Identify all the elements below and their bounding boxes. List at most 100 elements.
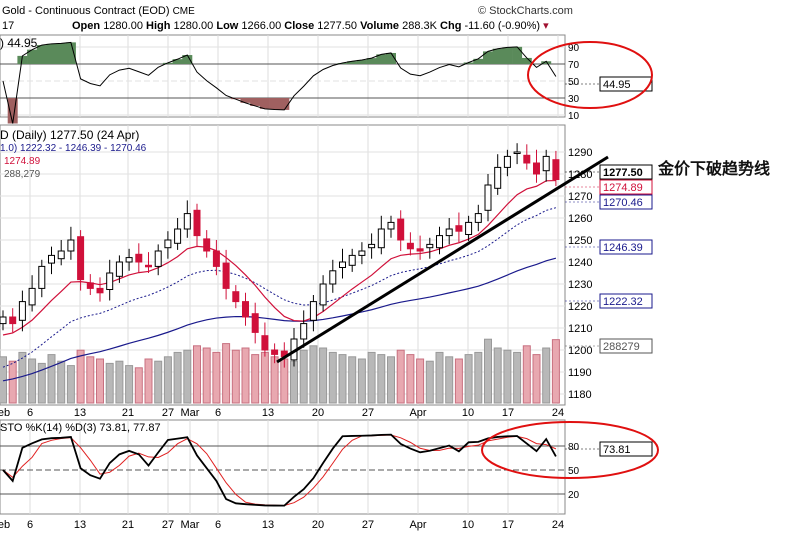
candle-body [212, 250, 220, 267]
candle-body [300, 323, 308, 340]
down-arrow-icon: ▾ [543, 20, 549, 32]
candle-body [242, 301, 249, 318]
volume-bar [18, 351, 27, 404]
ema-line [2, 179, 556, 336]
candle-body [494, 166, 502, 189]
stoch-tick-label: 20 [568, 490, 580, 501]
price-tick-label: 1240 [568, 257, 592, 269]
volume-bar [86, 356, 95, 404]
volume-bar [270, 356, 279, 404]
x-tick-label: Apr [409, 407, 426, 419]
volume-bar [406, 354, 415, 404]
x-tick-label: 17 [502, 407, 514, 419]
candle-body [145, 264, 152, 268]
open-label: Open [72, 20, 101, 32]
chart-title: Gold - Continuous Contract (EOD) [2, 5, 170, 17]
candle-body [474, 213, 482, 223]
x-tick-label-bottom: 24 [552, 519, 564, 531]
volume-label: Volume [360, 20, 400, 32]
rsi-tick-label: 30 [568, 94, 580, 105]
volume-bar [144, 358, 153, 404]
volume-bar [163, 356, 172, 404]
candle-body [465, 221, 473, 235]
panel-frame-0 [0, 34, 566, 118]
candle-body [232, 291, 240, 303]
annotation-text: 金价下破趋势线 [658, 161, 771, 178]
volume-bar [454, 358, 463, 404]
candle-body [86, 282, 94, 289]
candle-body [28, 287, 36, 306]
candle-body [135, 253, 143, 263]
trendline [276, 155, 609, 364]
candle-body [368, 243, 376, 249]
price-tick-label: 1220 [568, 301, 592, 313]
candle-body [406, 242, 414, 250]
title-row: Gold - Continuous Contract (EOD) CME [2, 5, 195, 18]
candle-body [387, 221, 395, 230]
candle-body [523, 154, 531, 164]
sma-slow-line [2, 257, 557, 382]
candle-body [174, 228, 182, 244]
high-value: 1280.00 [173, 20, 214, 32]
candle-body [18, 301, 26, 321]
x-tick-label-bottom: 27 [162, 519, 174, 531]
x-tick-label: 6 [27, 407, 33, 419]
volume-bar [503, 349, 512, 404]
chg-value: -11.60 (-0.90%) [464, 20, 541, 32]
candle-body [455, 225, 463, 232]
candle-body [436, 235, 443, 249]
volume-bar [445, 356, 454, 404]
candle-body [348, 254, 356, 266]
candle-body [329, 270, 337, 285]
volume-bar [57, 360, 66, 404]
candle-body [533, 162, 540, 175]
candle-body [513, 151, 521, 154]
price-tick-label: 1200 [568, 345, 592, 357]
rsi-tag-box [599, 76, 653, 92]
volume-bar [319, 347, 328, 404]
volume-bar [222, 343, 231, 404]
volume-bar [338, 354, 347, 404]
volume-bar [387, 356, 395, 404]
candle-body [484, 184, 492, 211]
volume-bar [212, 351, 221, 404]
volume-bar [328, 351, 337, 404]
high-label: High [146, 20, 171, 32]
volume-bar [134, 367, 143, 404]
x-tick-label-bottom: 17 [502, 519, 514, 531]
volume-bar [309, 345, 318, 404]
candle-body [251, 313, 259, 333]
ma3-tag: 1222.32 [603, 296, 643, 308]
highlight-ellipse-stoch [481, 421, 659, 479]
ohlc-readout: Open 1280.00 High 1280.00 Low 1266.00 Cl… [72, 20, 549, 33]
x-tick-label: 10 [462, 407, 474, 419]
panel-frame-1 [0, 124, 566, 406]
x-tick-label-bottom: 13 [262, 519, 274, 531]
candle-body [319, 283, 327, 306]
rsi-tick-label: 70 [568, 60, 580, 71]
ema-label: 1274.89 [4, 156, 41, 167]
candle-body [77, 236, 85, 281]
price-tick-label: 1230 [568, 279, 592, 291]
candle-body [271, 349, 279, 355]
x-tick-label: 13 [74, 407, 86, 419]
candle-body [445, 228, 453, 237]
volume-bar [396, 349, 405, 404]
x-tick-label-bottom: Apr [409, 519, 426, 531]
x-tick-label-bottom: 21 [122, 519, 134, 531]
volume-bar [66, 365, 75, 404]
rsi-tick-label: 50 [568, 77, 580, 88]
ma-label: 1.0) 1222.32 - 1246.39 - 1270.46 [0, 143, 147, 154]
volume-bar [105, 362, 114, 404]
volume-bar [357, 358, 366, 404]
volume-bar [435, 351, 444, 404]
candle-body [416, 248, 424, 252]
candle-body [426, 243, 434, 249]
x-tick-label-bottom: 20 [312, 519, 324, 531]
volume-bar [522, 345, 531, 404]
stoch-k-line [2, 433, 557, 507]
rsi-tag: 44.95 [603, 79, 631, 91]
volume-bar [484, 338, 492, 404]
candle-body [358, 250, 366, 256]
